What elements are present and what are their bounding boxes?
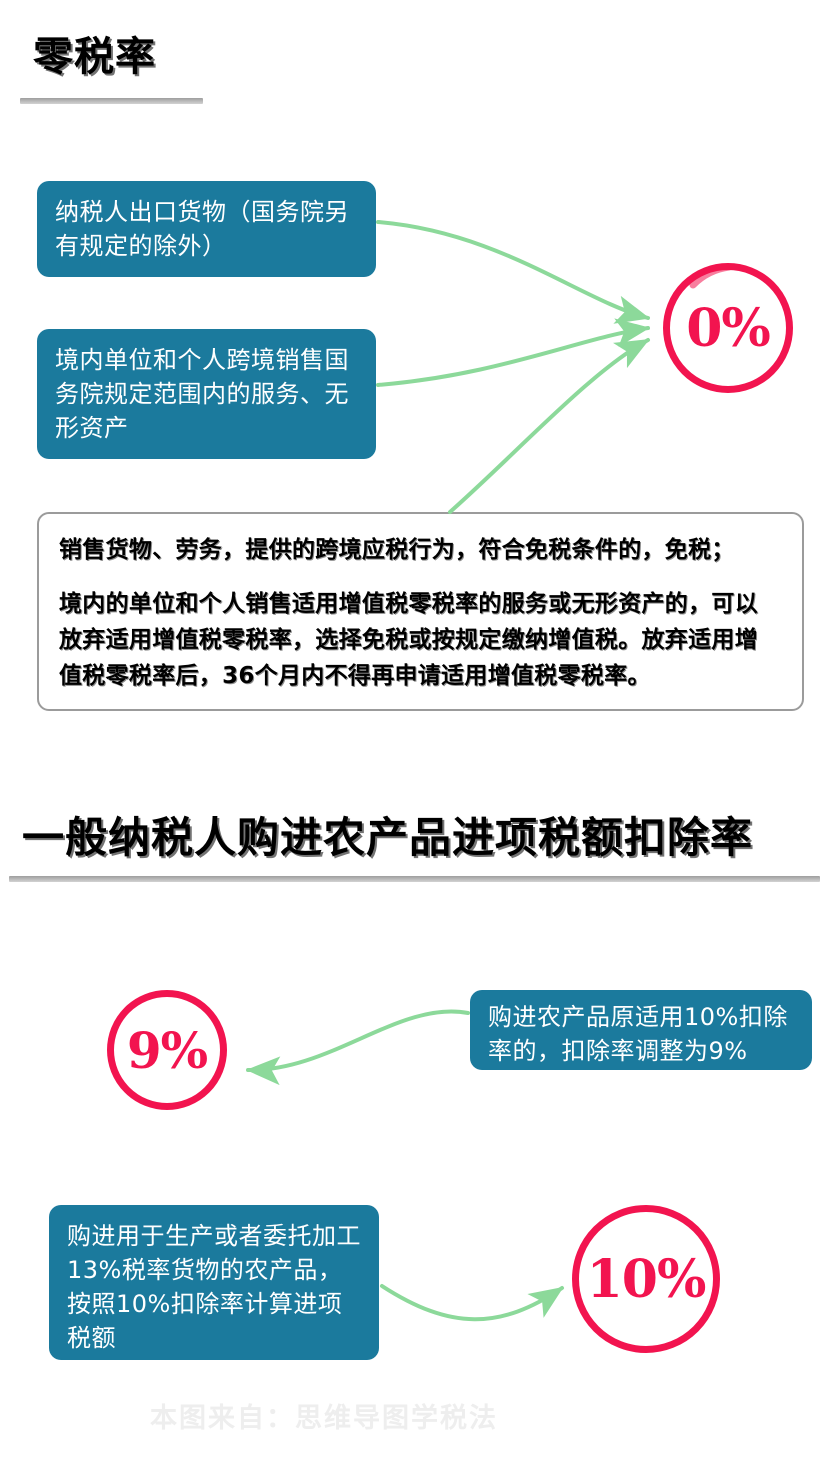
arrow-agri9-to-nine xyxy=(246,1009,470,1086)
blue-box-deduction-ten-for-thirteen-goods: 购进用于生产或者委托加工13%税率货物的农产品，按照10%扣除率计算进项税额 xyxy=(49,1205,379,1360)
note-spacer xyxy=(59,568,784,586)
note-line-3: 放弃适用增值税零税率，选择免税或按规定缴纳增值税。放弃适用增 xyxy=(59,627,758,653)
badge-rate-nine-label: 9% xyxy=(126,1020,208,1080)
arrow-note-to-zero xyxy=(448,338,650,514)
arrow-export-to-zero xyxy=(376,220,650,324)
badge-rate-zero-label: 0% xyxy=(686,297,771,359)
blue-box-cross-border-services: 境内单位和个人跨境销售国务院规定范围内的服务、无形资产 xyxy=(37,329,376,459)
badge-rate-ten-label: 10% xyxy=(586,1248,707,1310)
section-divider-1 xyxy=(20,98,203,104)
note-box-zero-rate: 销售货物、劳务，提供的跨境应税行为，符合免税条件的，免税； 境内的单位和个人销售… xyxy=(37,512,804,711)
note-line-4: 值税零税率后，36个月内不得再申请适用增值税零税率。 xyxy=(59,663,651,689)
arrow-agri10-to-ten xyxy=(380,1284,564,1322)
badge-rate-ten: 10% xyxy=(572,1205,720,1353)
blue-box-export-goods: 纳税人出口货物（国务院另有规定的除外） xyxy=(37,181,376,277)
section-title-agricultural-deduction: 一般纳税人购进农产品进项税额扣除率 xyxy=(22,813,754,862)
arrow-cross-border-to-zero xyxy=(376,318,650,387)
badge-rate-nine: 9% xyxy=(107,990,227,1110)
note-line-2: 境内的单位和个人销售适用增值税零税率的服务或无形资产的，可以 xyxy=(59,591,758,617)
watermark-source: 本图来自：思维导图学税法 xyxy=(150,1403,498,1434)
section-divider-2 xyxy=(9,876,820,882)
section-title-zero-rate: 零税率 xyxy=(33,34,156,80)
note-line-1: 销售货物、劳务，提供的跨境应税行为，符合免税条件的，免税； xyxy=(59,537,735,563)
badge-rate-zero: 0% xyxy=(663,263,793,393)
blue-box-deduction-adjusted-to-nine: 购进农产品原适用10%扣除率的，扣除率调整为9% xyxy=(470,990,812,1070)
